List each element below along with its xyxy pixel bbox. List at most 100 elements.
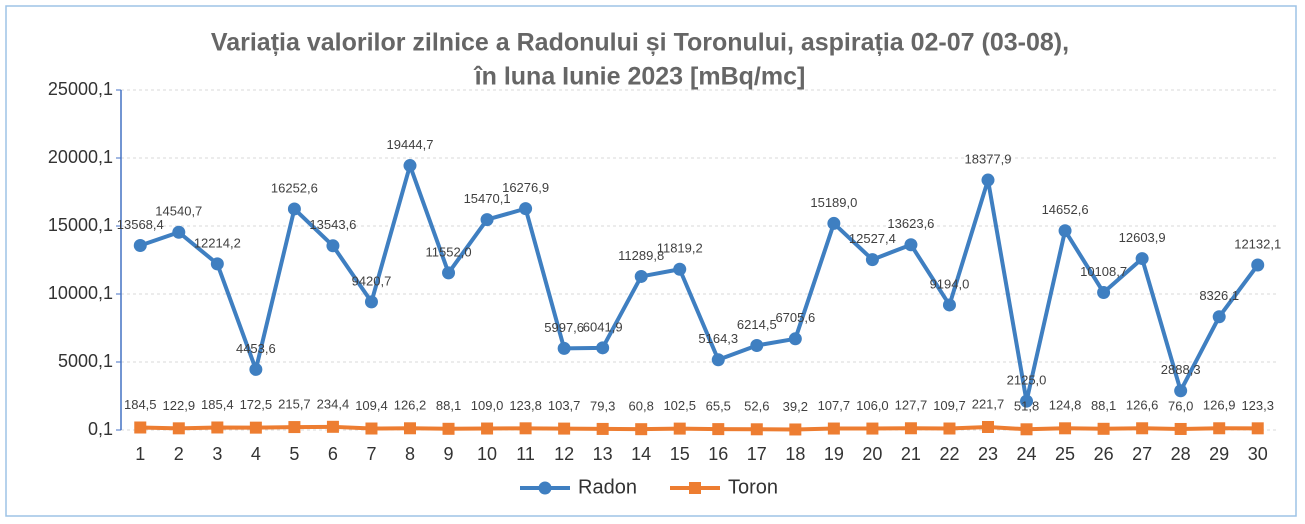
marker [287,202,301,216]
x-tick-label: 8 [405,444,415,464]
data-label: 12214,2 [194,235,241,250]
data-label: 88,1 [1091,398,1116,413]
series-line [139,163,1260,404]
x-tick-label: 27 [1132,444,1152,464]
marker [865,253,879,267]
marker [442,422,455,435]
marker [249,421,262,434]
marker [404,422,416,435]
y-tick-label: 10000,1 [48,283,113,303]
legend-label: Radon [578,476,637,498]
chart-title: Variația valorilor zilnice a Radonului ș… [211,29,1069,57]
data-label: 127,7 [895,398,928,413]
data-label: 6705,6 [775,310,815,325]
x-tick-label: 26 [1094,444,1114,464]
x-tick-label: 17 [747,444,767,464]
marker [172,422,185,435]
marker [1212,310,1226,324]
marker [943,422,956,435]
data-label: 39,2 [783,399,808,414]
x-tick-label: 19 [824,444,844,464]
data-label: 13543,6 [309,217,356,232]
marker [789,423,802,436]
marker [442,266,456,280]
data-label: 12527,4 [849,231,896,246]
marker [403,159,417,173]
legend-marker [538,481,552,495]
data-label: 103,7 [548,398,581,413]
marker [326,420,339,433]
x-tick-label: 21 [901,444,921,464]
data-label: 172,5 [240,397,273,412]
data-label: 215,7 [278,397,311,412]
data-label: 185,4 [201,397,234,412]
data-label: 11552,0 [426,244,472,259]
x-tick-label: 22 [939,444,959,464]
x-tick-label: 28 [1171,444,1191,464]
marker [750,423,763,436]
data-label: 123,8 [509,398,542,413]
data-label: 15189,0 [810,195,857,210]
marker [1213,422,1226,435]
data-label: 6214,5 [737,317,777,332]
data-label: 2125,0 [1007,373,1047,388]
marker [827,216,841,230]
x-tick-label: 25 [1055,444,1075,464]
data-label: 109,4 [355,398,388,413]
data-label: 102,5 [663,398,696,413]
x-tick-label: 4 [251,444,261,464]
data-label: 6041,9 [583,319,623,334]
marker [288,421,301,434]
marker [558,422,571,435]
data-label: 18377,9 [965,151,1012,166]
marker [712,423,725,436]
data-label: 106,0 [856,398,889,413]
data-label: 123,3 [1241,398,1274,413]
data-label: 8326,1 [1199,288,1239,303]
chart-title: în luna Iunie 2023 [mBq/mc] [473,63,806,91]
marker [210,257,224,271]
marker [634,269,648,283]
data-label: 79,3 [590,398,615,413]
marker [1174,384,1188,398]
marker [249,362,263,376]
marker [1136,422,1149,435]
data-label: 126,6 [1126,398,1159,413]
marker [596,422,609,435]
y-tick-label: 15000,1 [48,215,113,235]
marker [365,422,378,435]
marker [1058,224,1072,238]
data-label: 65,5 [706,399,731,414]
marker [1097,422,1110,435]
legend-label: Toron [728,476,778,498]
marker [635,423,648,436]
data-label: 15470,1 [464,191,511,206]
marker [519,202,533,216]
marker [711,353,725,367]
data-label: 14540,7 [155,204,202,219]
x-tick-label: 29 [1209,444,1229,464]
marker [942,298,956,312]
marker [1020,423,1033,436]
x-tick-label: 10 [477,444,497,464]
x-tick-label: 14 [631,444,651,464]
marker [364,295,378,309]
data-label: 60,8 [629,399,654,414]
data-label: 126,2 [394,398,427,413]
data-label: 109,7 [933,398,966,413]
data-label: 11289,8 [618,248,664,263]
data-label: 13623,6 [887,216,934,231]
data-label: 16252,6 [271,180,318,195]
data-label: 184,5 [124,397,157,412]
marker [673,422,686,435]
x-tick-label: 1 [135,444,145,464]
x-tick-label: 11 [516,444,535,464]
marker [1135,252,1149,266]
marker [557,341,571,355]
x-tick-label: 23 [978,444,998,464]
data-label: 4453,6 [236,341,276,356]
data-label: 107,7 [818,398,851,413]
data-label: 19444,7 [387,137,434,152]
data-label: 12132,1 [1234,236,1281,251]
